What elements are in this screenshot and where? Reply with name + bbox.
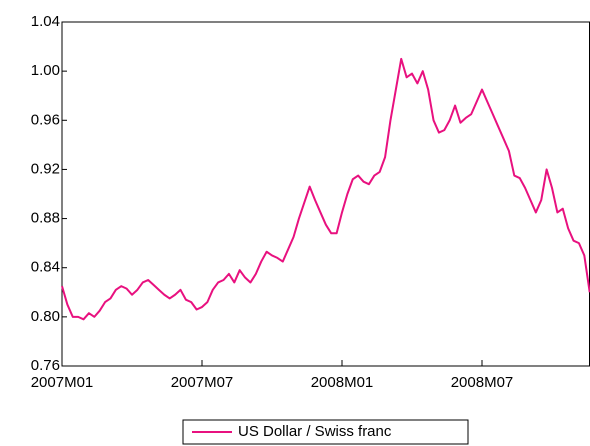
data-line bbox=[61, 57, 590, 321]
x-tick-label: 2008M07 bbox=[451, 374, 514, 391]
legend-label: US Dollar / Swiss franc bbox=[238, 423, 392, 440]
y-tick-label: 0.96 bbox=[31, 111, 60, 128]
y-tick-label: 0.80 bbox=[31, 308, 60, 325]
y-tick-label: 0.88 bbox=[31, 210, 60, 227]
y-tick-label: 0.92 bbox=[31, 160, 60, 177]
y-tick-label: 1.00 bbox=[31, 62, 60, 79]
plot-frame bbox=[61, 21, 590, 367]
x-tick-label: 2007M07 bbox=[171, 374, 234, 391]
y-tick-label: 1.04 bbox=[31, 13, 60, 30]
y-tick-label: 0.76 bbox=[31, 357, 60, 374]
x-tick-label: 2008M01 bbox=[311, 374, 374, 391]
x-tick-label: 2007M01 bbox=[31, 374, 94, 391]
y-tick-label: 0.84 bbox=[31, 259, 60, 276]
